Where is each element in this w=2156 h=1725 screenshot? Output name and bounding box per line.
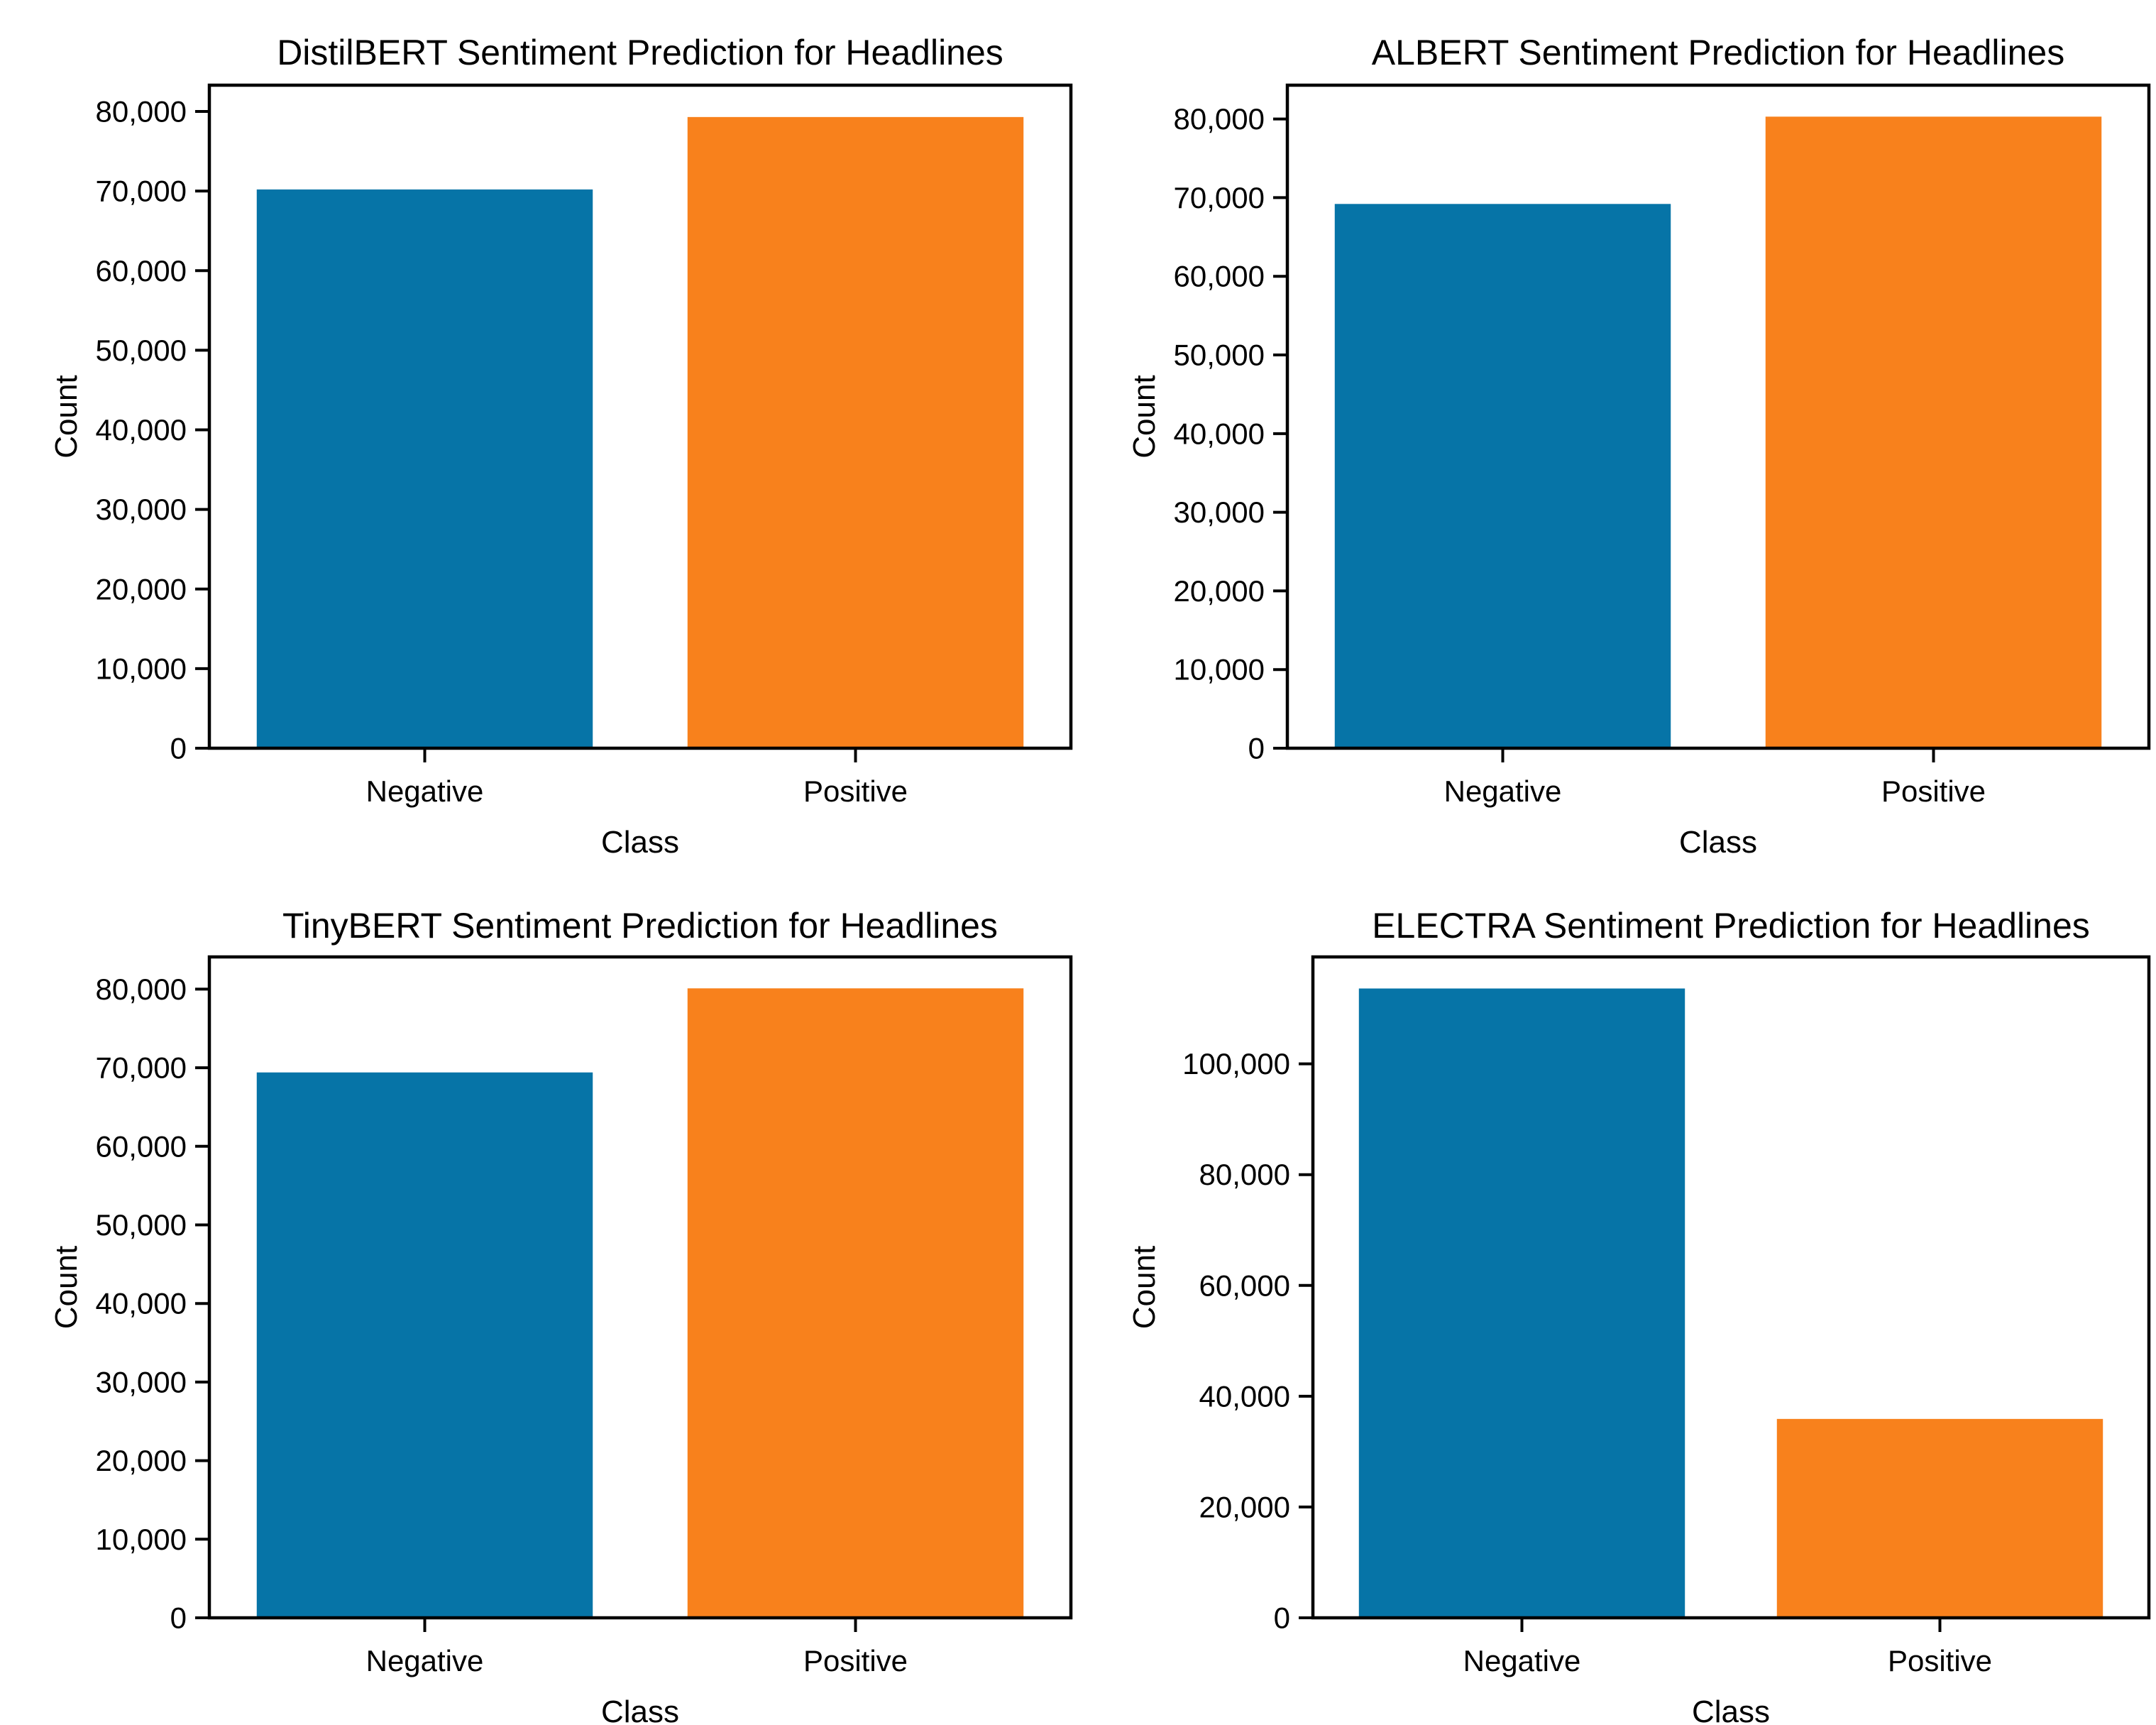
y-tick-label: 40,000 [96,1287,187,1320]
y-tick-label: 30,000 [96,1365,187,1398]
plot-spines [207,955,1073,1620]
y-axis-label: Count [1127,375,1162,458]
x-tick-label-positive: Positive [1881,774,1986,808]
x-tick-label-negative: Negative [366,1644,484,1677]
y-tick-label: 30,000 [96,493,187,526]
chart-svg: 0 10,000 20,000 30,000 40,000 50,000 60,000 70,… [49,33,1073,860]
y-tick-label: 0 [170,1601,187,1635]
bar-positive [687,988,1024,1618]
x-axis-label: Class [601,1694,679,1725]
y-tick-label: 60,000 [1174,260,1265,293]
chart-tinybert: 0 10,000 20,000 30,000 40,000 50,000 60,000 70,… [28,868,1106,1725]
y-tick-label: 60,000 [96,254,187,288]
y-tick-label: 0 [1274,1601,1290,1635]
y-tick-label: 80,000 [96,95,187,128]
x-tick-label-positive: Positive [803,774,908,808]
x-tick-label-negative: Negative [1463,1644,1581,1677]
bar-positive [687,116,1024,748]
chart-albert: 0 10,000 20,000 30,000 40,000 50,000 60,000 70,… [1106,11,2156,868]
y-axis-label: Count [49,1246,84,1329]
bar-positive [1765,116,2102,748]
y-tick-label: 100,000 [1182,1047,1290,1080]
y-tick-label: 40,000 [1174,417,1265,450]
y-axis-label: Count [1127,1246,1162,1329]
plot-spines [1285,83,2151,750]
y-tick-label: 70,000 [96,175,187,208]
plot-spines [207,83,1073,750]
y-tick-label: 20,000 [1174,574,1265,608]
x-axis-label: Class [1692,1694,1770,1725]
y-tick-label: 20,000 [96,572,187,606]
bar-negative [1358,988,1685,1618]
bar-negative [256,1072,593,1618]
bar-positive [1776,1418,2103,1618]
x-axis-label: Class [601,825,679,860]
y-tick-label: 60,000 [1199,1269,1290,1302]
y-tick-label: 50,000 [1174,339,1265,372]
chart-title: TinyBERT Sentiment Prediction for Headli… [282,906,998,946]
chart-distilbert: 0 10,000 20,000 30,000 40,000 50,000 60,000 70,… [28,11,1106,868]
y-tick-label: 20,000 [96,1444,187,1477]
y-tick-label: 0 [170,732,187,765]
bar-negative [256,189,593,748]
x-tick-label-negative: Negative [366,774,484,808]
y-tick-label: 60,000 [96,1129,187,1163]
x-tick-label-negative: Negative [1444,774,1562,808]
chart-svg: 0 10,000 20,000 30,000 40,000 50,000 60,000 70,… [49,906,1073,1725]
x-axis-label: Class [1679,825,1757,860]
y-tick-label: 30,000 [1174,495,1265,529]
y-tick-label: 10,000 [1174,653,1265,686]
x-tick-label-positive: Positive [803,1644,908,1677]
chart-title: ALBERT Sentiment Prediction for Headline… [1372,33,2064,72]
y-tick-label: 70,000 [1174,181,1265,214]
y-tick-label: 70,000 [96,1051,187,1085]
chart-svg: 0 20,000 40,000 60,000 80,000 100,000 Negative… [1127,906,2151,1725]
y-tick-label: 0 [1248,732,1265,765]
y-tick-label: 20,000 [1199,1490,1290,1523]
y-tick-label: 40,000 [1199,1379,1290,1413]
y-tick-label: 80,000 [1174,102,1265,136]
y-tick-label: 50,000 [96,1208,187,1242]
chart-svg: 0 10,000 20,000 30,000 40,000 50,000 60,000 70,… [1127,33,2151,860]
y-tick-label: 50,000 [96,334,187,367]
chart-electra: 0 20,000 40,000 60,000 80,000 100,000 Negative… [1106,868,2156,1725]
x-tick-label-positive: Positive [1888,1644,1992,1677]
bar-negative [1334,204,1671,748]
chart-title: ELECTRA Sentiment Prediction for Headlin… [1372,906,2090,946]
y-tick-label: 40,000 [96,413,187,447]
plot-spines [1311,955,2151,1620]
y-tick-label: 80,000 [1199,1158,1290,1191]
y-tick-label: 10,000 [96,652,187,685]
y-tick-label: 10,000 [96,1523,187,1556]
chart-title: DistilBERT Sentiment Prediction for Head… [277,33,1003,72]
y-tick-label: 80,000 [96,973,187,1006]
y-axis-label: Count [49,375,84,458]
